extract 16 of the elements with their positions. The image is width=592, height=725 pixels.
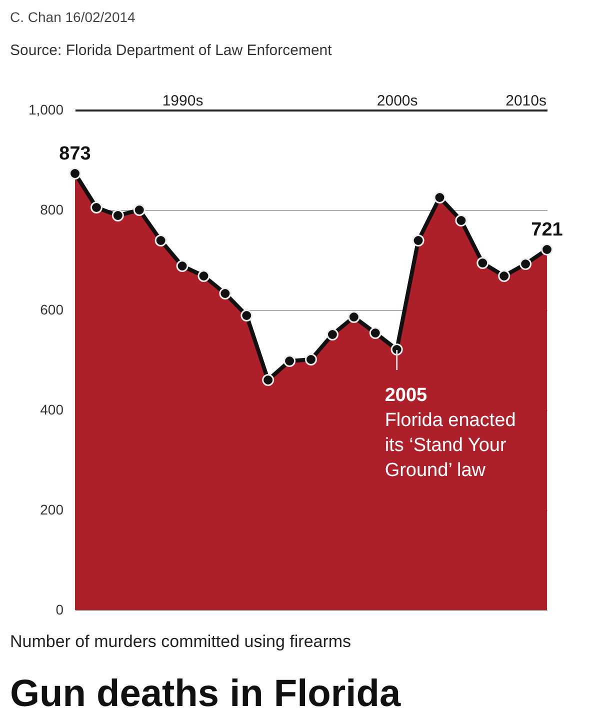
annotation: 2005 Florida enacted its ‘Stand Your Ground’ law (384, 385, 516, 481)
y-tick-label: 800 (40, 202, 64, 218)
text: C. Chan 16/02/2014 (10, 9, 136, 25)
y-axis-title: Number of murders committed using firearms (10, 632, 352, 651)
text: Gun deaths in Florida (10, 673, 402, 715)
y-tick-label: 1,000 (28, 102, 64, 118)
x-tick-label: 2010s (506, 92, 546, 110)
x-tick-label: 1990s (162, 92, 204, 110)
y-tick-label: 200 (40, 502, 64, 518)
y-tick-label: 0 (56, 602, 64, 618)
data-label: 873 (59, 144, 91, 164)
y-tick-label: 600 (40, 302, 64, 318)
y-tick-label: 400 (40, 402, 64, 418)
data-label: 721 (531, 220, 564, 240)
source-note: Source: Florida Department of Law Enforcement (10, 42, 333, 59)
x-tick-label: 2000s (376, 92, 418, 110)
